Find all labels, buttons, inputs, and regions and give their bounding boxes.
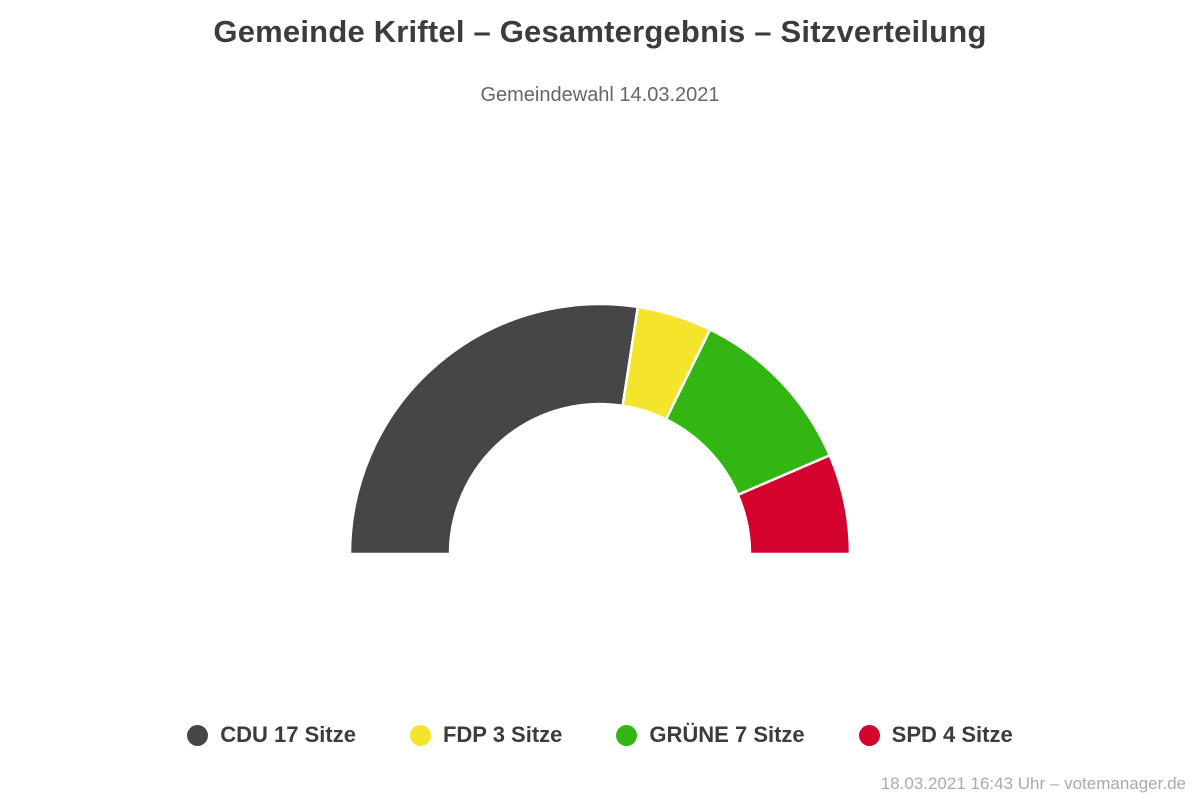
fdp-color-dot-icon <box>409 724 431 746</box>
legend: CDU 17 Sitze FDP 3 Sitze GRÜNE 7 Sitze S… <box>0 722 1200 748</box>
legend-item-spd[interactable]: SPD 4 Sitze <box>858 722 1013 748</box>
timestamp-source-note: 18.03.2021 16:43 Uhr – votemanager.de <box>880 774 1186 793</box>
legend-item-fdp[interactable]: FDP 3 Sitze <box>409 722 563 748</box>
legend-item-cdu[interactable]: CDU 17 Sitze <box>187 722 356 748</box>
legend-label-cdu: CDU 17 Sitze <box>220 722 356 747</box>
legend-label-fdp: FDP 3 Sitze <box>442 722 563 747</box>
page-title: Gemeinde Kriftel – Gesamtergebnis – Sitz… <box>213 14 987 49</box>
seat-arc-chart[interactable] <box>345 299 855 559</box>
arc-segment-spd[interactable] <box>736 453 852 556</box>
page-subtitle: Gemeindewahl 14.03.2021 <box>480 84 720 106</box>
spd-color-dot-icon <box>858 724 880 746</box>
gruene-color-dot-icon <box>616 724 638 746</box>
arc-segment-cdu[interactable] <box>348 302 640 556</box>
legend-item-gruene[interactable]: GRÜNE 7 Sitze <box>616 722 805 748</box>
legend-label-spd: SPD 4 Sitze <box>891 722 1013 747</box>
cdu-color-dot-icon <box>187 724 209 746</box>
seat-distribution-chart <box>345 299 855 559</box>
legend-label-gruene: GRÜNE 7 Sitze <box>649 722 805 747</box>
